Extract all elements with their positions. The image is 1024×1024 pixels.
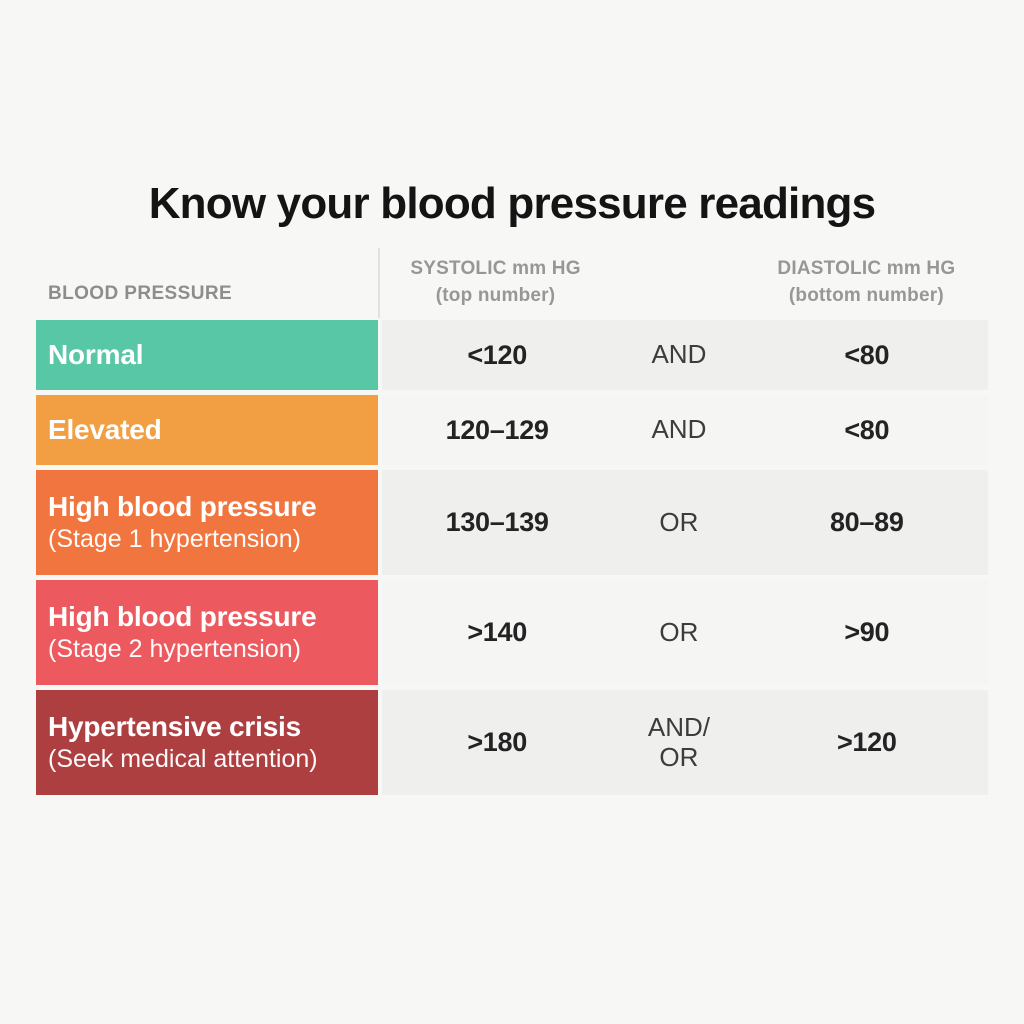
data-cells: <120 AND <80 [382,320,988,390]
systolic-header-line2: (top number) [435,285,556,306]
blood-pressure-table: BLOOD PRESSURE SYSTOLIC mm HG (top numbe… [36,248,988,800]
systolic-value: 120–129 [445,414,549,445]
diastolic-value: >120 [836,727,897,757]
diastolic-value: 80–89 [829,507,904,537]
category-subtitle: (Stage 2 hypertension) [48,635,301,664]
diastolic-header-line2: (bottom number) [788,285,944,306]
category-label: High blood pressure [48,490,317,522]
data-cells: >180 AND/ OR >120 [382,690,988,795]
table-row-normal: Normal <120 AND <80 [36,320,988,390]
table-body: Normal <120 AND <80 Elevated 120–129 AND [36,320,988,795]
column-header-blood-pressure: BLOOD PRESSURE [48,283,233,304]
table-row-stage2-hypertension: High blood pressure (Stage 2 hypertensio… [36,580,988,685]
connector-label: AND [651,339,707,370]
category-cell: High blood pressure (Stage 2 hypertensio… [36,580,378,685]
data-cells: 120–129 AND <80 [382,395,988,465]
connector-label: AND/ OR [647,711,710,772]
connector-label: OR [659,616,699,647]
connector-label: AND [651,414,707,445]
category-cell: Elevated [36,395,378,465]
table-header: BLOOD PRESSURE SYSTOLIC mm HG (top numbe… [36,248,988,318]
data-header-group: SYSTOLIC mm HG (top number) DIASTOLIC mm… [378,248,988,318]
category-label: Hypertensive crisis [48,710,302,742]
systolic-value: >180 [467,727,527,757]
category-subtitle: (Stage 1 hypertension) [48,525,301,554]
category-label: High blood pressure [48,600,317,632]
page-title: Know your blood pressure readings [148,179,876,228]
table-row-hypertensive-crisis: Hypertensive crisis (Seek medical attent… [36,690,988,795]
category-subtitle: (Seek medical attention) [48,745,318,774]
diastolic-value: >90 [844,617,890,647]
category-cell: Hypertensive crisis (Seek medical attent… [36,690,378,795]
diastolic-value: <80 [844,414,890,445]
category-label: Elevated [48,414,162,446]
systolic-value: <120 [467,339,527,370]
table-row-elevated: Elevated 120–129 AND <80 [36,395,988,465]
diastolic-value: <80 [844,339,890,370]
diastolic-header-line1: DIASTOLIC mm HG [777,258,956,280]
data-cells: >140 OR >90 [382,580,988,685]
category-cell: Normal [36,320,378,390]
data-cells: 130–139 OR 80–89 [382,470,988,575]
column-header-connector [611,248,745,318]
systolic-value: >140 [467,617,527,647]
column-header-systolic: SYSTOLIC mm HG (top number) [380,248,611,318]
category-cell: High blood pressure (Stage 1 hypertensio… [36,470,378,575]
column-header-diastolic: DIASTOLIC mm HG (bottom number) [745,248,988,318]
category-label: Normal [48,339,144,371]
table-row-stage1-hypertension: High blood pressure (Stage 1 hypertensio… [36,470,988,575]
connector-label: OR [659,506,699,537]
systolic-header-line1: SYSTOLIC mm HG [410,258,581,280]
systolic-value: 130–139 [445,507,549,537]
